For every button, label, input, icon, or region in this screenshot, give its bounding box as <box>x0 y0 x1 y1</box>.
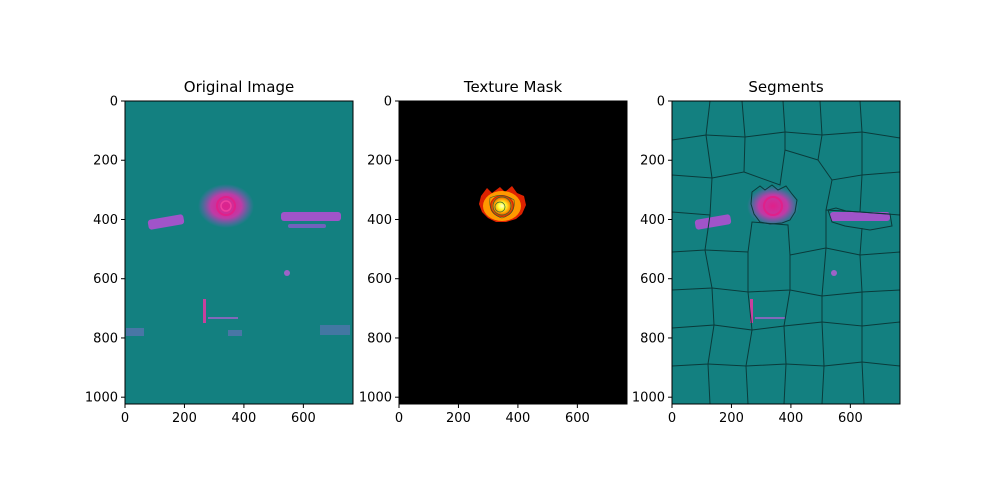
y-tick-label: 200 <box>367 154 392 169</box>
axes-frame <box>124 100 354 405</box>
hotspot-contour-3 <box>489 195 515 219</box>
mid-spot <box>284 270 290 276</box>
x-tick-label: 200 <box>719 411 744 426</box>
central-blob-core <box>216 196 236 216</box>
y-tick-label: 600 <box>93 272 118 287</box>
hotspot-contour-2 <box>494 201 506 213</box>
x-tick-label: 600 <box>838 411 863 426</box>
lower-streak <box>755 317 785 319</box>
panel-title: Original Image <box>184 78 294 96</box>
y-tick-label: 400 <box>93 213 118 228</box>
central-blob <box>747 186 799 226</box>
segment-boundary <box>704 221 791 256</box>
y-tick-label: 800 <box>93 331 118 346</box>
vertical-streak <box>750 299 753 323</box>
x-tick-label: 600 <box>291 411 316 426</box>
x-tick-label: 400 <box>505 411 530 426</box>
segment-boundary <box>859 251 900 256</box>
y-ticks: 0 200 400 600 800 1000 <box>359 95 399 406</box>
y-ticks: 0 200 400 600 800 1000 <box>85 95 125 406</box>
segment-boundary <box>817 132 863 181</box>
y-tick-label: 800 <box>640 331 665 346</box>
x-tick-label: 400 <box>778 411 803 426</box>
segment-boundary <box>861 361 900 367</box>
segment-outline-blob <box>750 184 798 225</box>
segment-boundary <box>825 174 863 213</box>
mid-spot <box>831 270 837 276</box>
panel-title: Texture Mask <box>463 78 563 96</box>
hotspot-core <box>490 195 514 217</box>
segment-boundary <box>861 321 900 327</box>
x-tick-label: 200 <box>446 411 471 426</box>
segment-boundary <box>745 365 749 404</box>
central-blob-ring <box>220 200 232 212</box>
right-band <box>281 212 341 221</box>
y-tick-label: 400 <box>640 213 665 228</box>
y-tick-label: 0 <box>657 95 665 110</box>
y-tick-label: 600 <box>367 272 392 287</box>
panel-segments: Segments <box>632 78 901 426</box>
y-tick-label: 600 <box>640 272 665 287</box>
hotspot-contour-1 <box>492 196 512 216</box>
y-tick-label: 1000 <box>632 391 665 406</box>
panel-title: Segments <box>748 78 824 96</box>
y-tick-label: 200 <box>640 154 665 169</box>
lower-left-specks <box>126 328 144 336</box>
image-features <box>694 186 890 323</box>
image-background <box>399 101 627 404</box>
x-tick-label: 600 <box>565 411 590 426</box>
segment-boundary <box>707 363 711 404</box>
y-tick-label: 1000 <box>85 391 118 406</box>
segment-boundaries <box>672 101 900 404</box>
y-ticks: 0 200 400 600 800 1000 <box>632 95 672 406</box>
lower-right-specks <box>320 325 350 335</box>
x-tick-label: 0 <box>395 411 403 426</box>
y-tick-label: 0 <box>110 95 118 110</box>
x-ticks: 0 200 400 600 <box>395 404 590 426</box>
segment-boundary <box>821 365 825 404</box>
panel-texture-mask: Texture Mask 0 200 400 600 0 200 400 600 800 100… <box>359 78 628 426</box>
y-tick-label: 400 <box>367 213 392 228</box>
y-tick-label: 1000 <box>359 391 392 406</box>
x-tick-label: 0 <box>668 411 676 426</box>
image-area <box>125 101 353 404</box>
image-background <box>125 101 353 404</box>
image-area <box>399 101 627 404</box>
segment-boundary <box>861 171 900 176</box>
central-blob <box>198 184 254 228</box>
y-tick-label: 200 <box>93 154 118 169</box>
image-area <box>672 101 900 404</box>
x-ticks: 0 200 400 600 <box>121 404 316 426</box>
x-tick-label: 400 <box>231 411 256 426</box>
segment-boundary <box>861 361 865 404</box>
left-band <box>147 214 185 230</box>
left-band <box>694 214 732 230</box>
y-tick-label: 800 <box>367 331 392 346</box>
x-tick-label: 0 <box>121 411 129 426</box>
image-features <box>126 184 350 336</box>
axes-frame <box>398 100 628 405</box>
central-blob-core <box>763 196 783 216</box>
axes-frame <box>671 100 901 405</box>
right-band-lower <box>288 224 326 228</box>
lower-streak <box>208 317 238 319</box>
segment-boundary <box>861 131 900 139</box>
lower-mid-specks <box>228 330 242 336</box>
segment-outline-band <box>827 207 893 231</box>
right-band <box>830 212 890 221</box>
segment-boundary <box>861 289 900 293</box>
x-tick-label: 200 <box>172 411 197 426</box>
image-features <box>479 186 526 222</box>
vertical-streak <box>203 299 206 323</box>
x-ticks: 0 200 400 600 <box>668 404 863 426</box>
panel-original-image: Original Image 0 200 400 600 0 200 400 600 800 1… <box>85 78 354 426</box>
segment-boundary <box>743 132 786 186</box>
segment-boundary <box>783 363 787 404</box>
y-tick-label: 0 <box>384 95 392 110</box>
